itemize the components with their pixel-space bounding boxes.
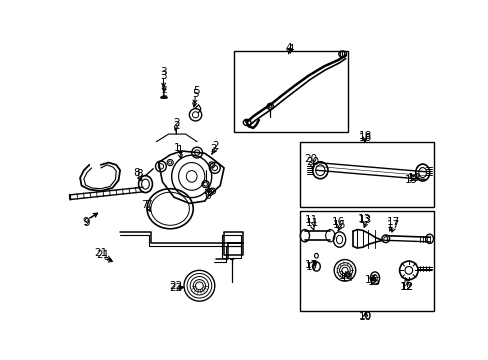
Text: 9: 9	[83, 217, 90, 228]
Text: 15: 15	[365, 275, 378, 285]
Text: 11: 11	[305, 219, 319, 228]
Text: 10: 10	[358, 311, 371, 321]
Text: 11: 11	[304, 215, 317, 225]
Text: 15: 15	[367, 277, 380, 287]
Text: 13: 13	[357, 214, 370, 224]
Text: 2: 2	[212, 141, 219, 150]
Bar	[299, 142, 433, 207]
Text: 8: 8	[136, 169, 142, 179]
Text: 10: 10	[358, 311, 371, 321]
Text: 12: 12	[399, 282, 412, 292]
Text: 5: 5	[193, 86, 199, 96]
Text: 4: 4	[286, 44, 293, 54]
Text: 17: 17	[386, 220, 399, 230]
Text: 16: 16	[332, 220, 346, 230]
Text: 2: 2	[209, 144, 216, 154]
Text: 2: 2	[173, 118, 179, 128]
Bar	[299, 211, 433, 311]
Text: 17: 17	[386, 217, 399, 227]
Text: 8: 8	[133, 167, 139, 177]
Text: 18: 18	[358, 131, 371, 141]
Text: 17: 17	[305, 261, 319, 271]
Text: 7: 7	[141, 200, 148, 210]
Text: 19: 19	[405, 175, 418, 185]
Bar	[234, 51, 347, 132]
Text: 21: 21	[94, 248, 107, 258]
Text: 1: 1	[177, 145, 183, 155]
Text: 5: 5	[192, 89, 199, 99]
Text: 22: 22	[169, 281, 183, 291]
Text: 4: 4	[285, 43, 291, 53]
Text: 14: 14	[340, 273, 353, 283]
Text: 18: 18	[358, 133, 371, 143]
Text: 20: 20	[305, 157, 319, 167]
Text: 16: 16	[331, 217, 344, 227]
Text: 7: 7	[145, 200, 152, 210]
Text: 1: 1	[173, 143, 180, 153]
Text: 2: 2	[173, 121, 179, 131]
Text: 21: 21	[96, 250, 109, 260]
Text: 12: 12	[400, 282, 413, 292]
Text: 9: 9	[82, 217, 89, 227]
Text: 6: 6	[203, 191, 210, 201]
Text: 13: 13	[358, 215, 371, 225]
Text: 17: 17	[304, 260, 317, 270]
Text: 14: 14	[338, 271, 352, 281]
Text: 6: 6	[205, 188, 212, 198]
Text: 22: 22	[169, 283, 183, 293]
Text: 19: 19	[407, 173, 420, 183]
Text: 3: 3	[160, 67, 166, 77]
Text: 20: 20	[304, 154, 317, 164]
Text: 3: 3	[160, 71, 166, 81]
